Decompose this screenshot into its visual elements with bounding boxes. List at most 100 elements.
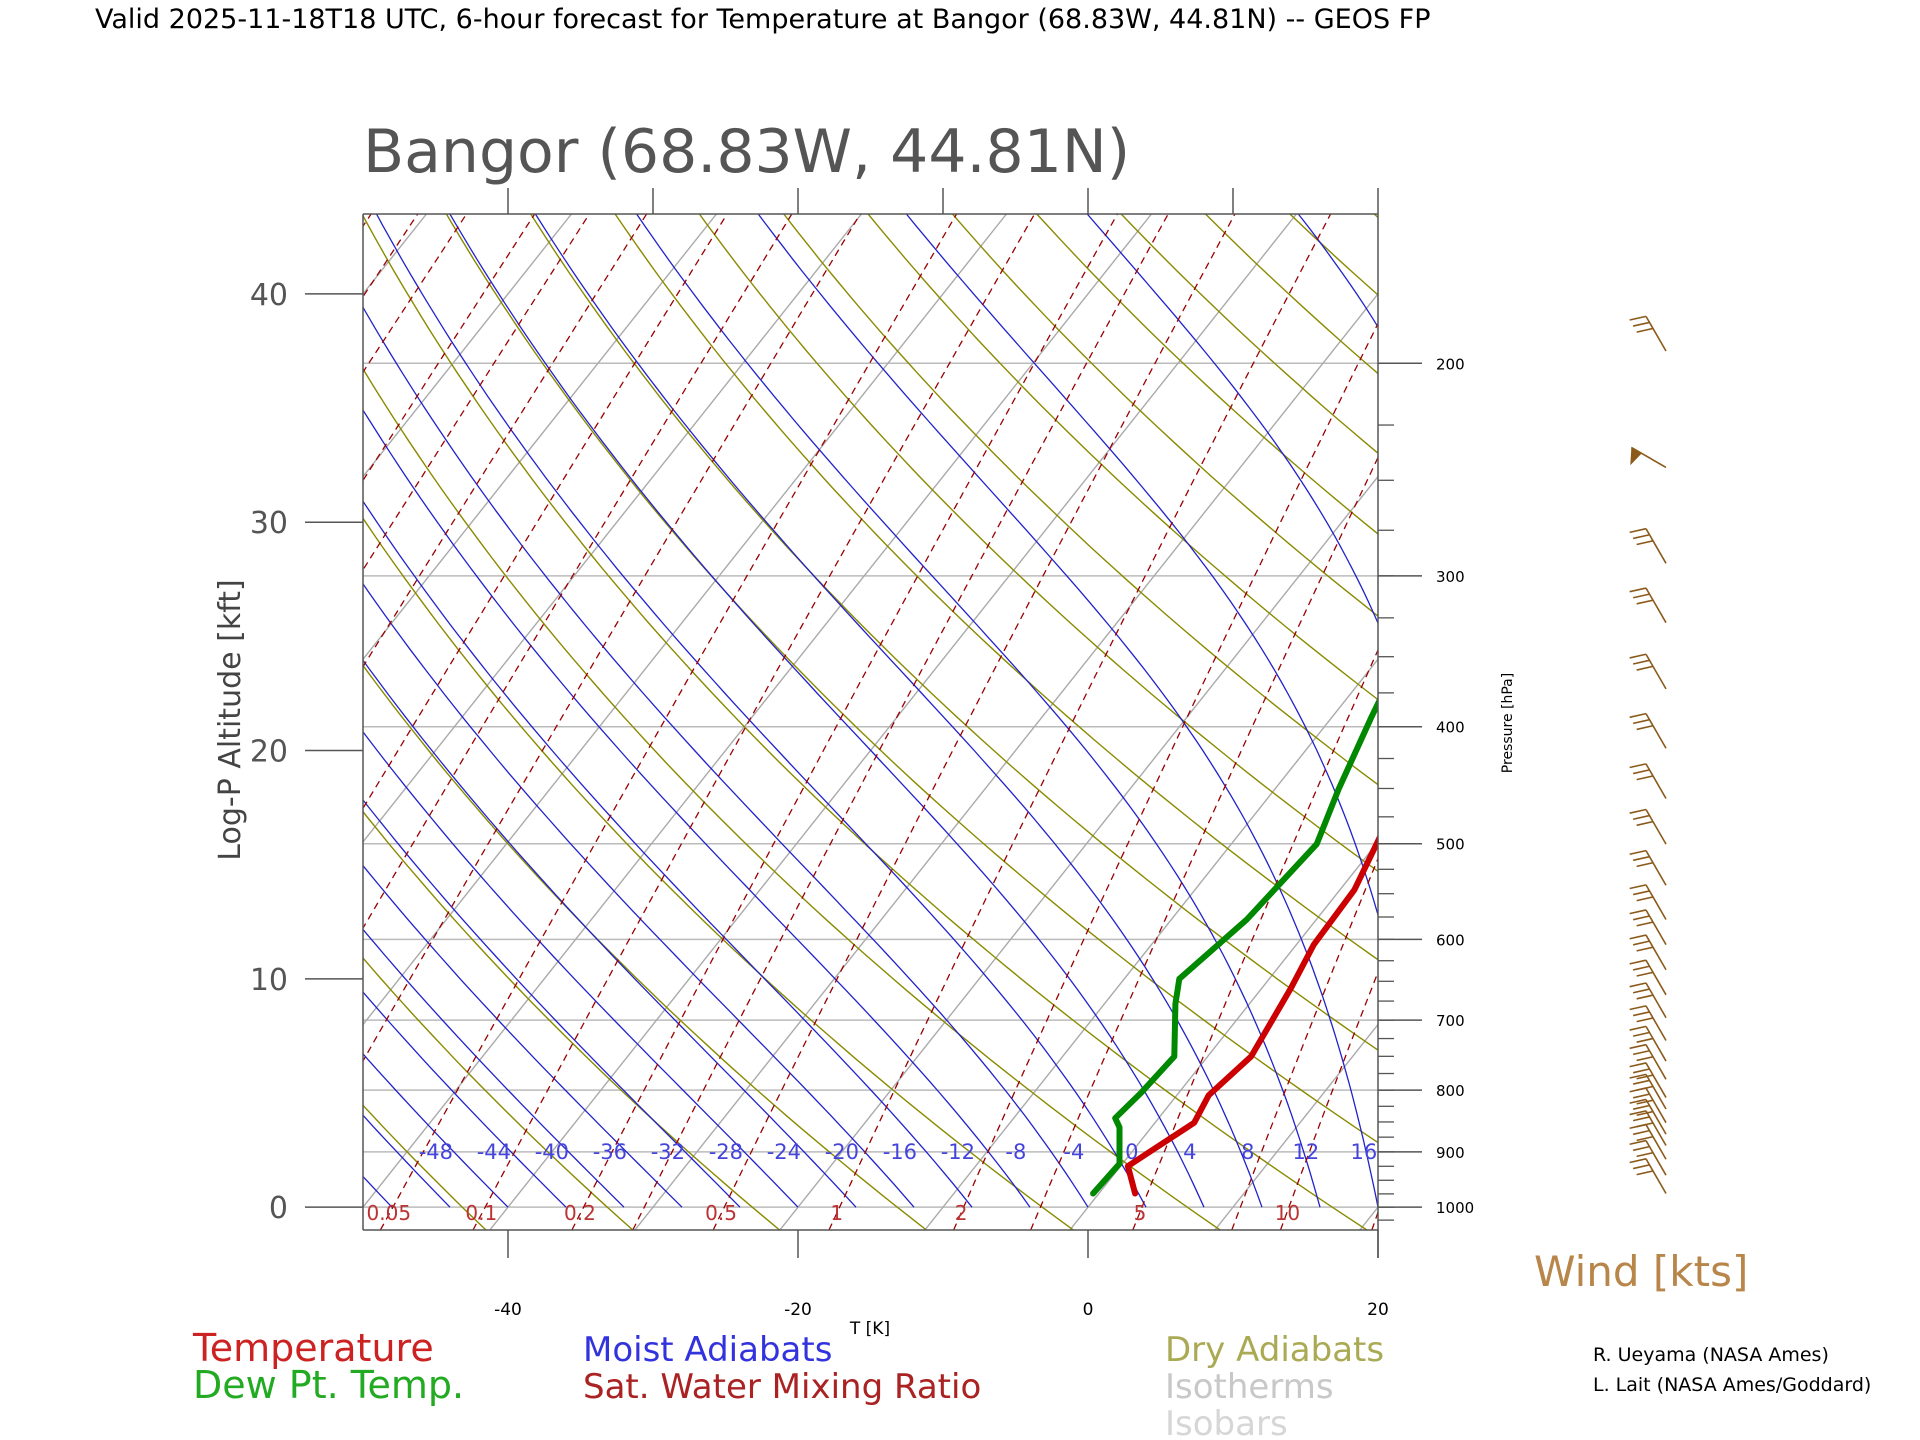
dry-adiabat-line [951, 214, 1378, 618]
moist-adiabat-label: 4 [1183, 1140, 1196, 1164]
dry-adiabat-line [1120, 214, 1378, 455]
pressure-tick-label: 500 [1436, 836, 1465, 854]
moist-adiabat-line [1086, 214, 1378, 625]
pressure-tick-label: 700 [1436, 1012, 1465, 1030]
moist-adiabat-label: 0 [1125, 1140, 1138, 1164]
isotherm-line [1650, 214, 1920, 1230]
legend-isobars: Isobars [1165, 1404, 1288, 1440]
wind-barb [1629, 808, 1667, 845]
dry-adiabat-line [1205, 214, 1378, 375]
moist-adiabat-label: -8 [1005, 1140, 1026, 1164]
moist-adiabat-label: -32 [651, 1140, 685, 1164]
mixing-ratio-label: 0.5 [705, 1201, 737, 1225]
mixing-ratio-line [379, 214, 958, 1230]
wind-barb [1629, 527, 1667, 564]
legend-mixing-ratio: Sat. Water Mixing Ratio [583, 1367, 981, 1407]
isotherm-line [489, 214, 1297, 1230]
wind-barb-column [1629, 315, 1667, 1194]
pressure-tick-label: 900 [1436, 1144, 1465, 1162]
moist-adiabat-line [363, 408, 1031, 1208]
mixing-ratio-line [1231, 856, 1378, 1230]
moist-adiabat-line [363, 659, 857, 1208]
moist-adiabat-line [1508, 214, 1612, 1207]
moist-adiabat-line [363, 928, 625, 1208]
isotherm-line [1214, 1023, 1378, 1230]
isotherm-line [0, 214, 136, 1230]
x-tick-label: -40 [494, 1300, 522, 1320]
moist-adiabat-line [534, 214, 1263, 1208]
dry-adiabat-line [0, 214, 339, 1230]
dry-adiabat-line [1459, 214, 1920, 1230]
dry-adiabat-line [1712, 214, 1920, 1230]
mixing-ratio-label: 5 [1134, 1201, 1147, 1225]
moist-adiabat-line [0, 214, 334, 1207]
credit-line-2: L. Lait (NASA Ames/Goddard) [1593, 1374, 1871, 1396]
wind-label: Wind [kts] [1534, 1247, 1748, 1296]
y-axis-label: Log-P Altitude [kft] [213, 579, 248, 860]
mixing-ratio-line [363, 214, 590, 571]
wind-barb [1629, 653, 1667, 690]
wind-barb [1629, 1043, 1667, 1080]
wind-barb [1629, 884, 1667, 920]
pressure-tick-label: 1000 [1436, 1199, 1474, 1217]
mixing-ratio-line [363, 214, 728, 810]
wind-barb [1629, 934, 1667, 971]
moist-adiabat-line [757, 214, 1378, 1208]
isotherm-line [634, 292, 1378, 1230]
dry-adiabat-line [530, 214, 1378, 1051]
moist-adiabat-line [363, 582, 915, 1208]
wind-barb [1629, 959, 1667, 996]
y-tick-label: 30 [250, 506, 288, 541]
wind-barb [1629, 909, 1667, 946]
legend-moist-adiabats: Moist Adiabats [583, 1330, 832, 1370]
moist-adiabat-label: 12 [1292, 1140, 1319, 1164]
pressure-tick-label: 800 [1436, 1082, 1465, 1100]
mixing-ratio-label: 0.1 [465, 1201, 497, 1225]
figure-header: Valid 2025-11-18T18 UTC, 6-hour forecast… [95, 4, 1431, 35]
dry-adiabat-line [363, 517, 1074, 1230]
moist-adiabat-line [363, 500, 973, 1208]
isotherm-line [1505, 214, 1920, 1230]
dry-adiabat-line [1880, 214, 1920, 1230]
isotherm-line [1069, 840, 1378, 1230]
legend-temperature: Temperature [192, 1326, 434, 1370]
mixing-ratio-line [363, 214, 861, 1063]
y-tick-label: 10 [250, 963, 288, 998]
mixing-ratio-line [953, 322, 1378, 1230]
wind-barb [1629, 982, 1667, 1019]
y-tick-label: 20 [250, 735, 288, 770]
mixing-ratio-line [1132, 648, 1378, 1230]
isotherm-line [363, 214, 862, 843]
moist-adiabat-line [363, 1175, 393, 1208]
moist-adiabat-line [363, 798, 741, 1208]
wind-barb [1629, 1110, 1667, 1146]
dry-adiabat-line [698, 214, 1378, 873]
wind-barb [1629, 763, 1667, 799]
pressure-tick-label: 200 [1436, 355, 1465, 373]
moist-adiabat-label: -28 [709, 1140, 743, 1164]
credit-line-1: R. Ueyama (NASA Ames) [1593, 1344, 1829, 1366]
x-axis-label: T [K] [849, 1319, 890, 1339]
dry-adiabat-line [614, 214, 1378, 961]
dry-adiabat-line [363, 367, 1221, 1230]
isotherm-line [924, 658, 1378, 1230]
moist-adiabat-line [636, 214, 1321, 1208]
background-lines [0, 214, 1920, 1230]
moist-adiabat-label: -16 [883, 1140, 917, 1164]
legend-isotherms: Isotherms [1165, 1367, 1334, 1407]
mixing-ratio-label: 0.05 [367, 1201, 412, 1225]
wind-barb [1629, 1005, 1667, 1041]
y-tick-label: 40 [250, 278, 288, 313]
dry-adiabat-lines [0, 214, 1920, 1230]
x-tick-label: 20 [1367, 1300, 1389, 1320]
wind-barb [1629, 1025, 1667, 1062]
moist-adiabat-label: -24 [767, 1140, 801, 1164]
moist-adiabat-line [363, 991, 567, 1208]
mixing-ratio-line [363, 214, 419, 298]
dry-adiabat-line [1036, 214, 1378, 535]
dry-adiabat-line [783, 214, 1378, 786]
dry-adiabat-line [1543, 214, 1920, 1230]
moist-adiabat-lines [0, 214, 1612, 1208]
moist-adiabat-label: -44 [477, 1140, 511, 1164]
